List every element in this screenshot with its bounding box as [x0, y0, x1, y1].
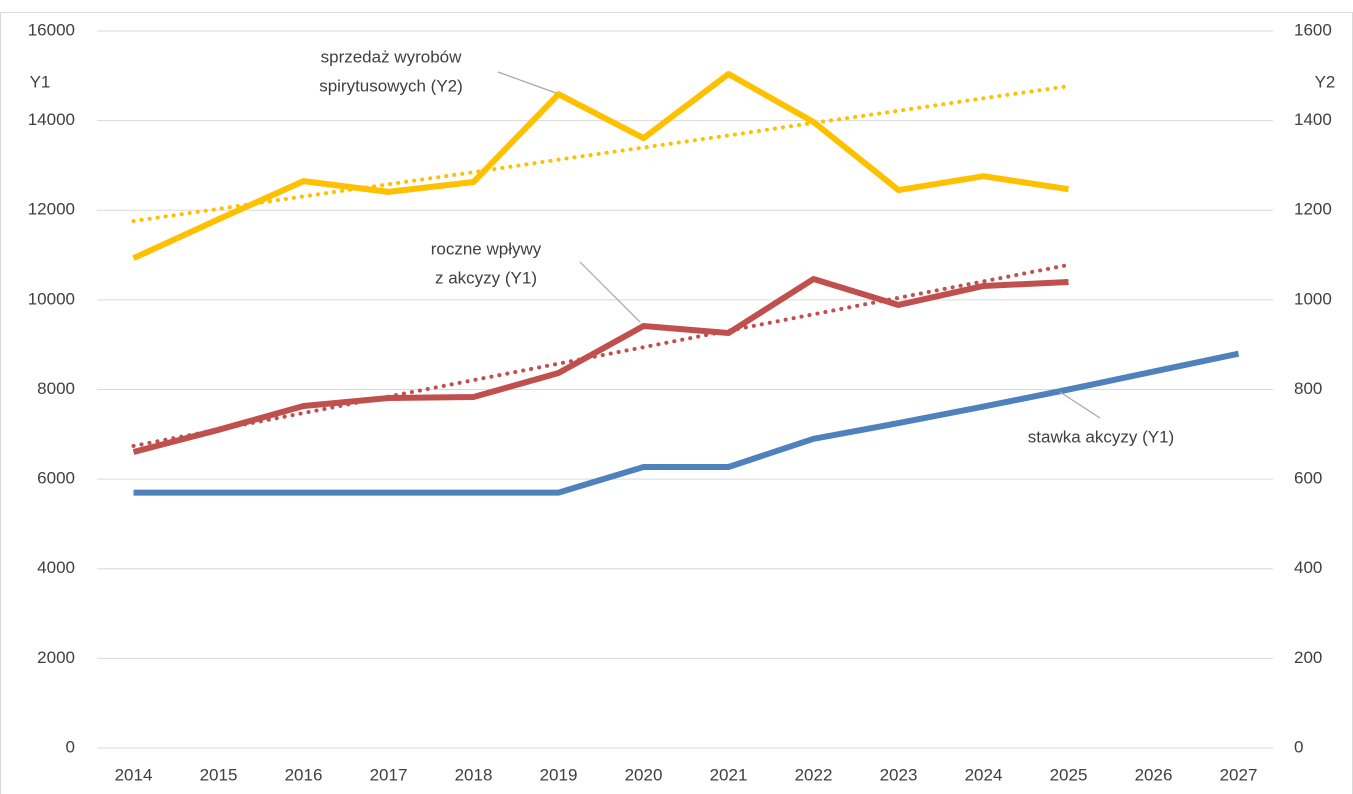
annotation: stawka akcyzy (Y1) — [1028, 427, 1174, 446]
y2-tick-label: 800 — [1294, 379, 1322, 398]
x-tick-label: 2025 — [1050, 765, 1088, 784]
y2-tick-label: 1200 — [1294, 200, 1332, 219]
x-tick-label: 2020 — [625, 765, 663, 784]
x-tick-label: 2018 — [455, 765, 493, 784]
y-tick-label: 8000 — [37, 379, 75, 398]
y-tick-label: 12000 — [28, 200, 75, 219]
x-tick-label: 2015 — [200, 765, 238, 784]
x-tick-label: 2019 — [540, 765, 578, 784]
chart-frame — [0, 12, 1353, 794]
y-tick-label: 0 — [66, 737, 75, 756]
y2-tick-label: 400 — [1294, 558, 1322, 577]
y-tick-label: 6000 — [37, 469, 75, 488]
y-tick-label: 16000 — [28, 20, 75, 39]
annotation-leader — [497, 71, 557, 94]
y2-tick-label: 1000 — [1294, 289, 1332, 308]
annotation-leader — [1059, 391, 1101, 419]
data-line — [132, 275, 1069, 455]
x-tick-label: 2014 — [115, 765, 153, 784]
y-tick-label: 2000 — [37, 648, 75, 667]
annotation: sprzedaż wyrobów — [321, 47, 463, 66]
trend-line — [131, 262, 1071, 448]
annotation: spirytusowych (Y2) — [319, 76, 463, 95]
annotation: roczne wpływy — [431, 239, 542, 258]
annotation-leader — [579, 261, 641, 323]
x-tick-label: 2021 — [710, 765, 748, 784]
x-tick-label: 2017 — [370, 765, 408, 784]
trend-line — [131, 84, 1071, 224]
data-line — [132, 71, 1069, 261]
y2-tick-label: 1600 — [1294, 20, 1332, 39]
x-tick-label: 2024 — [965, 765, 1003, 784]
y-tick-label: 14000 — [28, 110, 75, 129]
annotation: z akcyzy (Y1) — [435, 268, 537, 287]
x-tick-label: 2023 — [880, 765, 918, 784]
y2-tick-label: 1400 — [1294, 110, 1332, 129]
x-tick-label: 2022 — [795, 765, 833, 784]
x-tick-label: 2027 — [1220, 765, 1258, 784]
y-tick-label: 4000 — [37, 558, 75, 577]
y2-tick-label: 600 — [1294, 469, 1322, 488]
x-tick-label: 2026 — [1135, 765, 1173, 784]
x-tick-label: 2016 — [285, 765, 323, 784]
y2-tick-label: 0 — [1294, 737, 1303, 756]
y-axis-label: Y1 — [30, 72, 51, 91]
y2-tick-label: 200 — [1294, 648, 1322, 667]
y-tick-label: 10000 — [28, 289, 75, 308]
y2-axis-label: Y2 — [1315, 72, 1336, 91]
data-line — [133, 350, 1240, 496]
